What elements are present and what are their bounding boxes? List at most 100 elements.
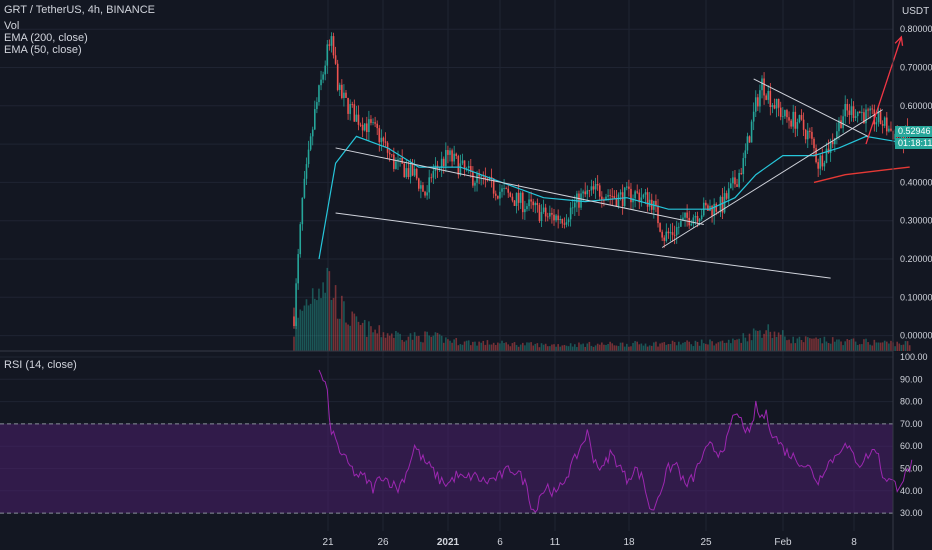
candle-body[interactable]: [684, 212, 686, 218]
candle-body[interactable]: [461, 160, 464, 164]
candle-body[interactable]: [605, 196, 607, 201]
indicator-ema200-label[interactable]: EMA (200, close): [4, 32, 88, 44]
candle-body[interactable]: [293, 316, 295, 327]
candle-body[interactable]: [634, 191, 636, 199]
candle-body[interactable]: [675, 227, 678, 236]
symbol-title[interactable]: GRT / TetherUS, 4h, BINANCE: [4, 4, 156, 16]
candle-body[interactable]: [397, 159, 399, 162]
candle-body[interactable]: [474, 182, 476, 186]
candle-body[interactable]: [422, 185, 424, 192]
candle-body[interactable]: [750, 121, 753, 143]
candle-body[interactable]: [850, 106, 853, 115]
candle-body[interactable]: [886, 117, 888, 132]
candle-body[interactable]: [517, 192, 520, 203]
candle-body[interactable]: [665, 231, 668, 241]
candle-body[interactable]: [615, 198, 618, 206]
candle-body[interactable]: [613, 196, 616, 199]
candle-body[interactable]: [763, 78, 765, 96]
candle-body[interactable]: [505, 188, 507, 189]
candle-body[interactable]: [863, 112, 865, 124]
candle-body[interactable]: [844, 104, 846, 117]
candle-body[interactable]: [382, 137, 385, 142]
candle-body[interactable]: [341, 84, 343, 99]
candle-body[interactable]: [368, 119, 370, 133]
candle-body[interactable]: [740, 173, 742, 175]
candle-body[interactable]: [721, 196, 724, 213]
candle-body[interactable]: [463, 160, 466, 169]
candle-body[interactable]: [405, 168, 408, 178]
candle-body[interactable]: [542, 207, 545, 212]
candle-body[interactable]: [297, 254, 299, 284]
candle-body[interactable]: [359, 124, 362, 126]
candle-body[interactable]: [314, 109, 316, 130]
candle-body[interactable]: [334, 55, 337, 64]
candle-body[interactable]: [784, 110, 786, 117]
candle-body[interactable]: [349, 104, 351, 114]
candle-body[interactable]: [555, 215, 557, 221]
candle-body[interactable]: [324, 65, 326, 75]
candle-body[interactable]: [534, 203, 537, 206]
candle-body[interactable]: [834, 138, 836, 145]
candle-body[interactable]: [492, 178, 495, 194]
candle-body[interactable]: [567, 219, 570, 223]
candle-body[interactable]: [632, 198, 634, 203]
candle-body[interactable]: [771, 105, 774, 108]
candle-body[interactable]: [532, 201, 534, 206]
candle-body[interactable]: [798, 115, 801, 123]
indicator-vol-label[interactable]: Vol: [4, 20, 20, 32]
candle-body[interactable]: [813, 138, 815, 149]
candle-body[interactable]: [821, 155, 824, 167]
candle-body[interactable]: [538, 205, 541, 222]
candle-body[interactable]: [836, 131, 838, 139]
candle-body[interactable]: [318, 85, 320, 103]
candle-body[interactable]: [727, 188, 730, 199]
candle-body[interactable]: [804, 129, 807, 140]
candle-body[interactable]: [806, 130, 809, 140]
indicator-ema50-label[interactable]: EMA (50, close): [4, 44, 82, 56]
candle-body[interactable]: [497, 195, 499, 199]
candle-body[interactable]: [586, 190, 589, 195]
candle-body[interactable]: [470, 166, 472, 172]
candle-body[interactable]: [503, 188, 505, 189]
trendline[interactable]: [753, 78, 869, 137]
candle-body[interactable]: [522, 192, 524, 213]
candle-body[interactable]: [590, 186, 593, 191]
candle-body[interactable]: [478, 173, 480, 177]
candle-body[interactable]: [752, 111, 755, 122]
candle-body[interactable]: [792, 111, 794, 127]
candle-body[interactable]: [330, 36, 333, 46]
candle-body[interactable]: [648, 199, 651, 207]
candle-body[interactable]: [858, 111, 861, 113]
candle-body[interactable]: [659, 223, 661, 232]
candle-body[interactable]: [655, 200, 657, 206]
candle-body[interactable]: [322, 74, 324, 80]
candle-body[interactable]: [621, 192, 624, 207]
candle-body[interactable]: [746, 136, 749, 151]
candle-body[interactable]: [370, 119, 372, 123]
candle-body[interactable]: [817, 162, 819, 169]
candle-body[interactable]: [455, 153, 458, 157]
candle-body[interactable]: [501, 188, 503, 192]
candle-body[interactable]: [698, 219, 701, 222]
candle-body[interactable]: [299, 224, 302, 255]
candle-body[interactable]: [869, 108, 871, 111]
candle-body[interactable]: [457, 156, 460, 175]
candle-body[interactable]: [345, 92, 347, 98]
candle-body[interactable]: [372, 122, 374, 124]
candle-body[interactable]: [432, 171, 435, 178]
candle-body[interactable]: [476, 173, 478, 183]
candle-body[interactable]: [669, 232, 672, 234]
candle-body[interactable]: [623, 187, 626, 207]
candle-body[interactable]: [601, 196, 603, 201]
candle-body[interactable]: [744, 150, 747, 159]
candle-body[interactable]: [355, 114, 358, 122]
candle-body[interactable]: [544, 207, 547, 217]
candle-body[interactable]: [592, 186, 595, 190]
candle-body[interactable]: [646, 192, 649, 207]
candle-body[interactable]: [374, 122, 376, 124]
candle-body[interactable]: [519, 192, 522, 203]
candle-body[interactable]: [840, 120, 842, 129]
candle-body[interactable]: [484, 176, 487, 180]
candle-body[interactable]: [584, 191, 586, 195]
candle-body[interactable]: [607, 195, 609, 197]
